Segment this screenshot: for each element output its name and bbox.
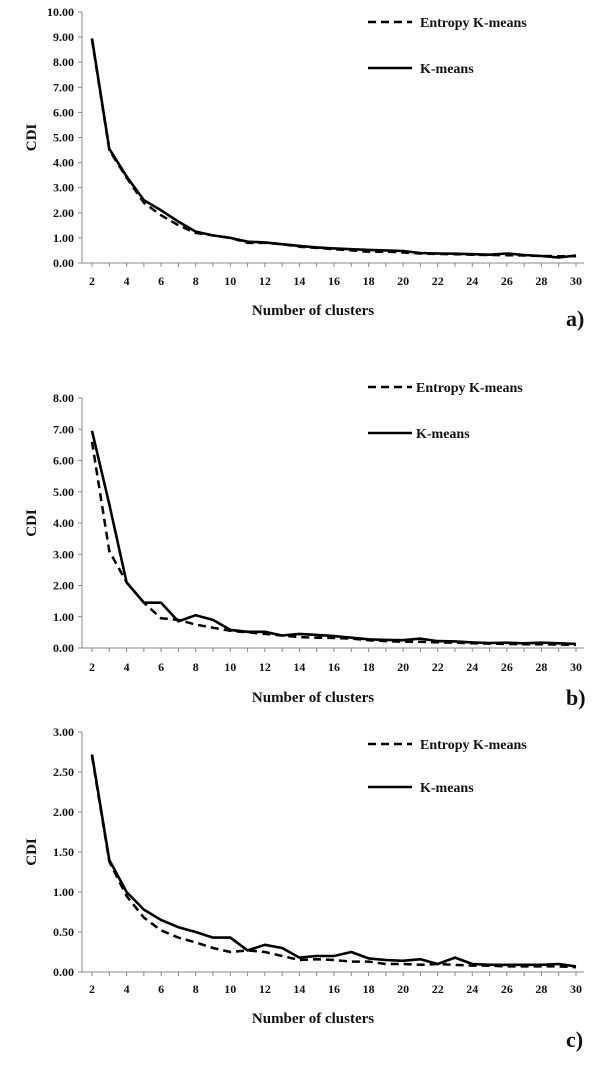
x-tick-label: 8: [193, 982, 199, 996]
x-tick-label: 8: [193, 274, 199, 288]
series-line-entropy-kmeans: [90, 39, 576, 258]
y-tick-label: 4.00: [53, 156, 74, 170]
legend-label: Entropy K-means: [416, 381, 523, 396]
y-tick-label: 1.50: [53, 845, 74, 859]
x-tick-label: 18: [363, 660, 375, 674]
x-tick-label: 16: [328, 982, 340, 996]
x-tick-label: 2: [89, 660, 95, 674]
panel-label: a): [566, 306, 584, 331]
y-tick-label: 10.00: [47, 5, 74, 19]
y-tick-label: 6.00: [53, 105, 74, 119]
x-tick-label: 22: [432, 982, 444, 996]
y-tick-label: 2.50: [53, 765, 74, 779]
y-tick-label: 2.00: [53, 579, 74, 593]
x-tick-label: 24: [466, 982, 478, 996]
chart-panel-c: 0.000.501.001.502.002.503.002 4 6 8 10 12 14 16…: [24, 725, 584, 1052]
x-tick-label: 26: [501, 274, 513, 288]
y-tick-label: 5.00: [53, 131, 74, 145]
series-line-kmeans: [90, 38, 577, 259]
x-tick-label: 18: [363, 982, 375, 996]
legend-label: Entropy K-means: [420, 738, 527, 753]
x-axis-label: Number of clusters: [252, 303, 374, 319]
x-tick-label: 20: [397, 660, 409, 674]
x-tick-label: 26: [501, 660, 513, 674]
y-tick-label: 1.00: [53, 610, 74, 624]
y-axis-label: CDI: [24, 838, 40, 866]
x-tick-label: 22: [432, 274, 444, 288]
x-tick-label: 26: [501, 982, 513, 996]
x-tick-label: 6: [158, 274, 164, 288]
x-tick-label: 16: [328, 274, 340, 288]
x-tick-label: 6: [158, 660, 164, 674]
x-tick-label: 10: [224, 274, 236, 288]
x-tick-label: 10: [224, 660, 236, 674]
chart-panel-a: 0.00 1.00 2.00 3.00 4.00 5.00 6.00 7.00 8.00 9.00…: [24, 5, 584, 331]
x-axis-label: Number of clusters: [252, 1011, 374, 1027]
x-tick-label: 4: [124, 982, 130, 996]
x-tick-label: 28: [535, 982, 547, 996]
x-tick-label: 18: [363, 274, 375, 288]
x-tick-label: 14: [293, 660, 305, 674]
y-tick-label: 3.00: [53, 547, 74, 561]
panel-label: c): [566, 1027, 583, 1052]
x-tick-label: 12: [259, 982, 271, 996]
y-tick-label: 0.00: [53, 256, 74, 270]
y-axis-label: CDI: [24, 509, 40, 537]
legend-label: Entropy K-means: [420, 16, 527, 31]
x-tick-label: 2: [89, 982, 95, 996]
y-tick-label: 7.00: [53, 422, 74, 436]
x-tick-label: 14: [293, 982, 305, 996]
x-tick-label: 30: [570, 982, 582, 996]
x-tick-label: 12: [259, 660, 271, 674]
y-tick-label: 1.00: [53, 885, 74, 899]
x-axis-label: Number of clusters: [252, 690, 374, 706]
series-line-kmeans: [90, 430, 577, 646]
y-tick-label: 0.50: [53, 925, 74, 939]
x-tick-label: 2: [89, 274, 95, 288]
x-tick-label: 30: [570, 660, 582, 674]
x-tick-label: 22: [432, 660, 444, 674]
legend-label: K-means: [420, 781, 474, 796]
x-tick-label: 28: [535, 274, 547, 288]
x-tick-label: 12: [259, 274, 271, 288]
x-tick-label: 24: [466, 660, 478, 674]
series-line-entropy-kmeans: [90, 441, 577, 647]
y-tick-label: 0.00: [53, 641, 74, 655]
y-tick-label: 4.00: [53, 516, 74, 530]
x-tick-label: 10: [224, 982, 236, 996]
legend-label: K-means: [420, 62, 474, 77]
x-tick-label: 4: [124, 660, 130, 674]
chart-panel-b: 0.001.002.003.004.005.006.007.008.002 4 6 8…: [24, 381, 586, 710]
y-tick-label: 0.00: [53, 965, 74, 979]
y-tick-label: 3.00: [53, 181, 74, 195]
x-tick-label: 14: [293, 274, 305, 288]
x-tick-label: 16: [328, 660, 340, 674]
y-tick-label: 1.00: [53, 231, 74, 245]
panel-label: b): [566, 685, 586, 710]
y-tick-label: 6.00: [53, 454, 74, 468]
y-tick-label: 9.00: [53, 30, 74, 44]
x-tick-label: 24: [466, 274, 478, 288]
x-tick-label: 4: [124, 274, 130, 288]
x-tick-label: 28: [535, 660, 547, 674]
x-tick-label: 20: [397, 982, 409, 996]
legend-label: K-means: [416, 427, 470, 442]
y-axis-label: CDI: [24, 124, 40, 152]
y-tick-label: 2.00: [53, 206, 74, 220]
x-tick-label: 6: [158, 982, 164, 996]
y-tick-label: 8.00: [53, 55, 74, 69]
x-tick-label: 20: [397, 274, 409, 288]
x-tick-label: 30: [570, 274, 582, 288]
series-line-entropy-kmeans: [90, 755, 577, 969]
y-tick-label: 8.00: [53, 391, 74, 405]
y-tick-label: 5.00: [53, 485, 74, 499]
y-tick-label: 2.00: [53, 805, 74, 819]
x-tick-label: 8: [193, 660, 199, 674]
y-tick-label: 7.00: [53, 80, 74, 94]
series-line-kmeans: [90, 754, 577, 968]
y-tick-label: 3.00: [53, 725, 74, 739]
